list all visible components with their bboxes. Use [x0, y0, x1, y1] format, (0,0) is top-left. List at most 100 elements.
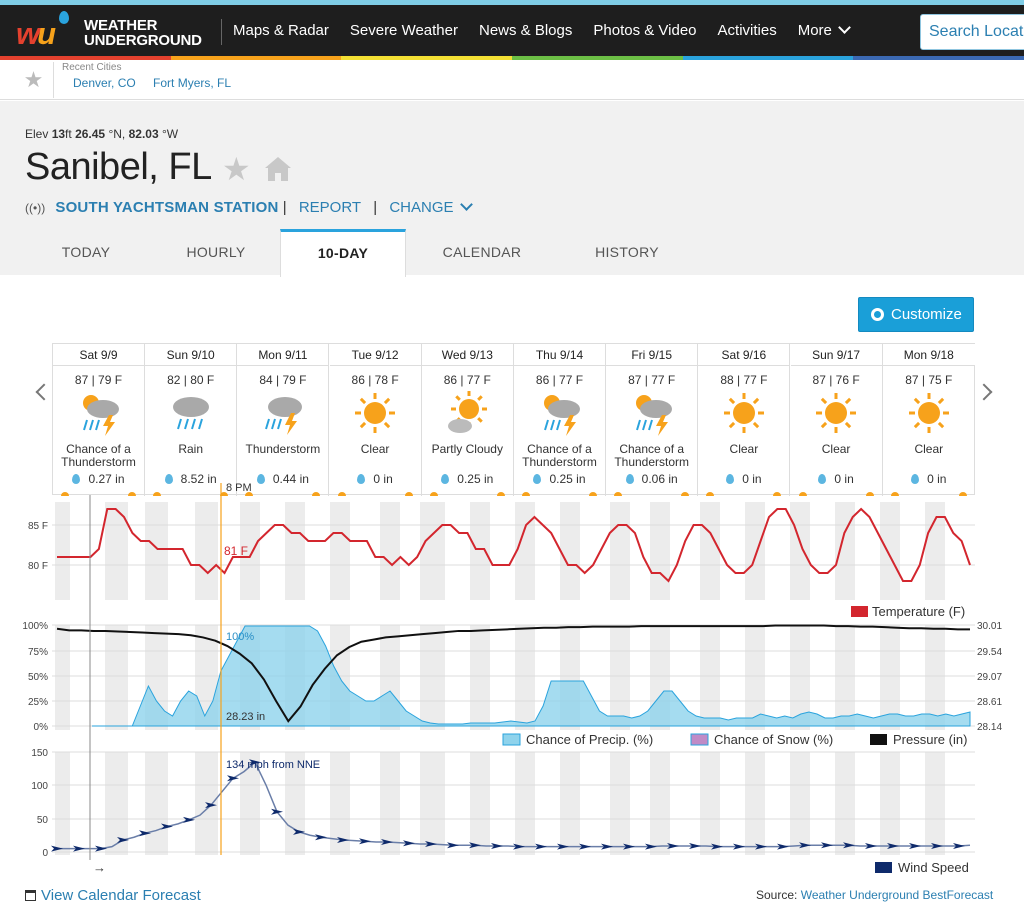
sunset-icon	[681, 492, 690, 496]
thunderstorm-icon	[264, 397, 302, 435]
raindrop-icon	[818, 474, 827, 484]
report-link[interactable]: REPORT	[298, 199, 362, 216]
day-temps: 87 | 79 F	[74, 373, 123, 387]
raindrop-icon	[72, 474, 81, 484]
night-band	[650, 502, 670, 600]
tab-10-day[interactable]: 10-DAY	[280, 229, 406, 277]
night-band	[650, 752, 670, 855]
sunrise-icon	[429, 492, 438, 496]
sunrise-icon	[61, 492, 69, 496]
wind-arrow-icon	[161, 823, 173, 830]
recent-city-link[interactable]: Denver, CO	[73, 76, 136, 90]
y-right-tick-label: 28.61	[977, 697, 1002, 708]
wind-arrow-icon	[205, 802, 217, 809]
day-date: Sun 9/10	[145, 344, 237, 366]
y-tick-label: 50%	[28, 672, 48, 683]
day-precip: 0 in	[791, 472, 882, 486]
nav-activities[interactable]: Activities	[717, 22, 777, 39]
day-temps: 88 | 77 F	[720, 373, 768, 387]
nav-more[interactable]: More	[797, 21, 851, 39]
favorite-star-icon[interactable]: ★	[222, 151, 251, 187]
wu-logo[interactable]: wu WEATHER UNDERGROUND	[14, 11, 214, 52]
precip-legend-label: Chance of Precip. (%)	[526, 732, 653, 747]
wind-arrow-icon	[469, 842, 481, 849]
night-band	[835, 625, 855, 730]
day-precip: 0.44 in	[237, 472, 328, 486]
sunrise-icon	[337, 492, 346, 496]
partly-cloudy-icon	[448, 391, 488, 433]
pressure-line	[56, 624, 970, 723]
forecast-day-card[interactable]: Tue 9/12 86 | 78 F Clear 0 in	[329, 344, 422, 496]
color-bar-segment	[512, 56, 683, 60]
color-bar-segment	[341, 56, 513, 60]
wind-arrow-icon	[579, 843, 591, 850]
temperature-legend-swatch	[851, 606, 868, 617]
prev-arrow-icon[interactable]	[35, 383, 53, 401]
nav-maps-radar[interactable]: Maps & Radar	[233, 22, 329, 39]
forecast-day-card[interactable]: Sat 9/9 87 | 79 F Chance of a Thundersto…	[53, 344, 145, 496]
forecast-day-card[interactable]: Sun 9/17 87 | 76 F Clear 0 in	[790, 344, 883, 496]
night-band	[560, 502, 580, 600]
night-band	[105, 625, 128, 730]
source-link[interactable]: Weather Underground BestForecast	[800, 888, 994, 902]
nav-more-label: More	[797, 22, 832, 39]
tab-history[interactable]: HISTORY	[595, 244, 659, 260]
wind-arrow-icon	[381, 838, 393, 845]
sunrise-icon	[522, 492, 530, 496]
change-link[interactable]: CHANGE	[389, 198, 473, 216]
forecast-day-card[interactable]: Wed 9/13 86 | 77 F Partly Cloudy 0.25 in	[421, 344, 514, 496]
wind-arrow-icon	[931, 842, 943, 849]
day-date: Sun 9/17	[790, 344, 882, 366]
day-date: Sat 9/9	[53, 344, 144, 366]
forecast-day-card[interactable]: Mon 9/18 87 | 75 F Clear 0 in	[882, 344, 975, 496]
home-icon[interactable]	[263, 155, 293, 183]
wind-arrow-icon	[249, 759, 261, 766]
night-band	[610, 625, 630, 730]
night-band	[790, 752, 810, 855]
nav-severe-weather[interactable]: Severe Weather	[349, 22, 458, 39]
nav-news-blogs[interactable]: News & Blogs	[479, 22, 573, 39]
y-tick-label: 150	[31, 748, 48, 759]
nav-photos-video[interactable]: Photos & Video	[593, 22, 697, 39]
recent-city-link[interactable]: Fort Myers, FL	[153, 76, 232, 90]
forecast-days: Sat 9/9 87 | 79 F Chance of a Thundersto…	[52, 343, 975, 496]
view-calendar-forecast-link[interactable]: View Calendar Forecast	[25, 887, 201, 904]
temperature-line	[57, 507, 971, 583]
night-band	[105, 752, 128, 855]
forecast-day-card[interactable]: Sat 9/16 88 | 77 F Clear 0 in	[698, 344, 791, 496]
wind-arrow-icon	[667, 842, 679, 849]
wind-arrow-icon	[73, 845, 85, 852]
wind-arrow-icon	[557, 843, 569, 850]
color-bar-segment	[682, 56, 854, 60]
wind-arrow-icon	[491, 842, 503, 849]
y-tick-label: 85 F	[28, 521, 48, 532]
day-date: Sat 9/16	[698, 344, 790, 366]
forecast-day-card[interactable]: Mon 9/11 84 | 79 F Thunderstorm 0.44 in	[237, 344, 330, 496]
wind-arrow-icon	[513, 843, 525, 850]
night-band	[420, 625, 445, 730]
forecast-day-card[interactable]: Thu 9/14 86 | 77 F Chance of a Thunderst…	[514, 344, 606, 496]
day-condition: Partly Cloudy	[431, 442, 503, 456]
sunrise-icon	[890, 492, 899, 496]
wind-arrow-icon	[95, 845, 107, 852]
day-temps: 87 | 77 F	[628, 373, 676, 387]
search-input[interactable]	[920, 14, 1024, 50]
tab-today[interactable]: TODAY	[61, 244, 111, 260]
forecast-day-card[interactable]: Sun 9/10 82 | 80 F Rain 8.52 in	[145, 344, 238, 496]
day-precip: 0 in	[330, 472, 421, 486]
night-band	[925, 502, 945, 600]
forecast-day-card[interactable]: Fri 9/15 87 | 77 F Chance of a Thunderst…	[606, 344, 699, 496]
next-arrow-icon[interactable]	[975, 383, 993, 401]
tab-calendar[interactable]: CALENDAR	[442, 244, 522, 260]
raindrop-icon	[911, 474, 920, 484]
customize-button[interactable]: Customize	[858, 297, 974, 332]
tab-hourly[interactable]: HOURLY	[186, 244, 246, 260]
day-date: Mon 9/11	[237, 344, 329, 366]
day-temps: 86 | 78 F	[351, 373, 399, 387]
wind-arrow-icon	[755, 843, 767, 850]
sunset-icon	[312, 492, 321, 496]
day-temps: 86 | 77 F	[535, 373, 584, 387]
favorite-star-icon[interactable]: ★	[14, 62, 54, 98]
station-name[interactable]: SOUTH YACHTSMAN STATION	[55, 199, 279, 216]
night-band	[145, 502, 168, 600]
